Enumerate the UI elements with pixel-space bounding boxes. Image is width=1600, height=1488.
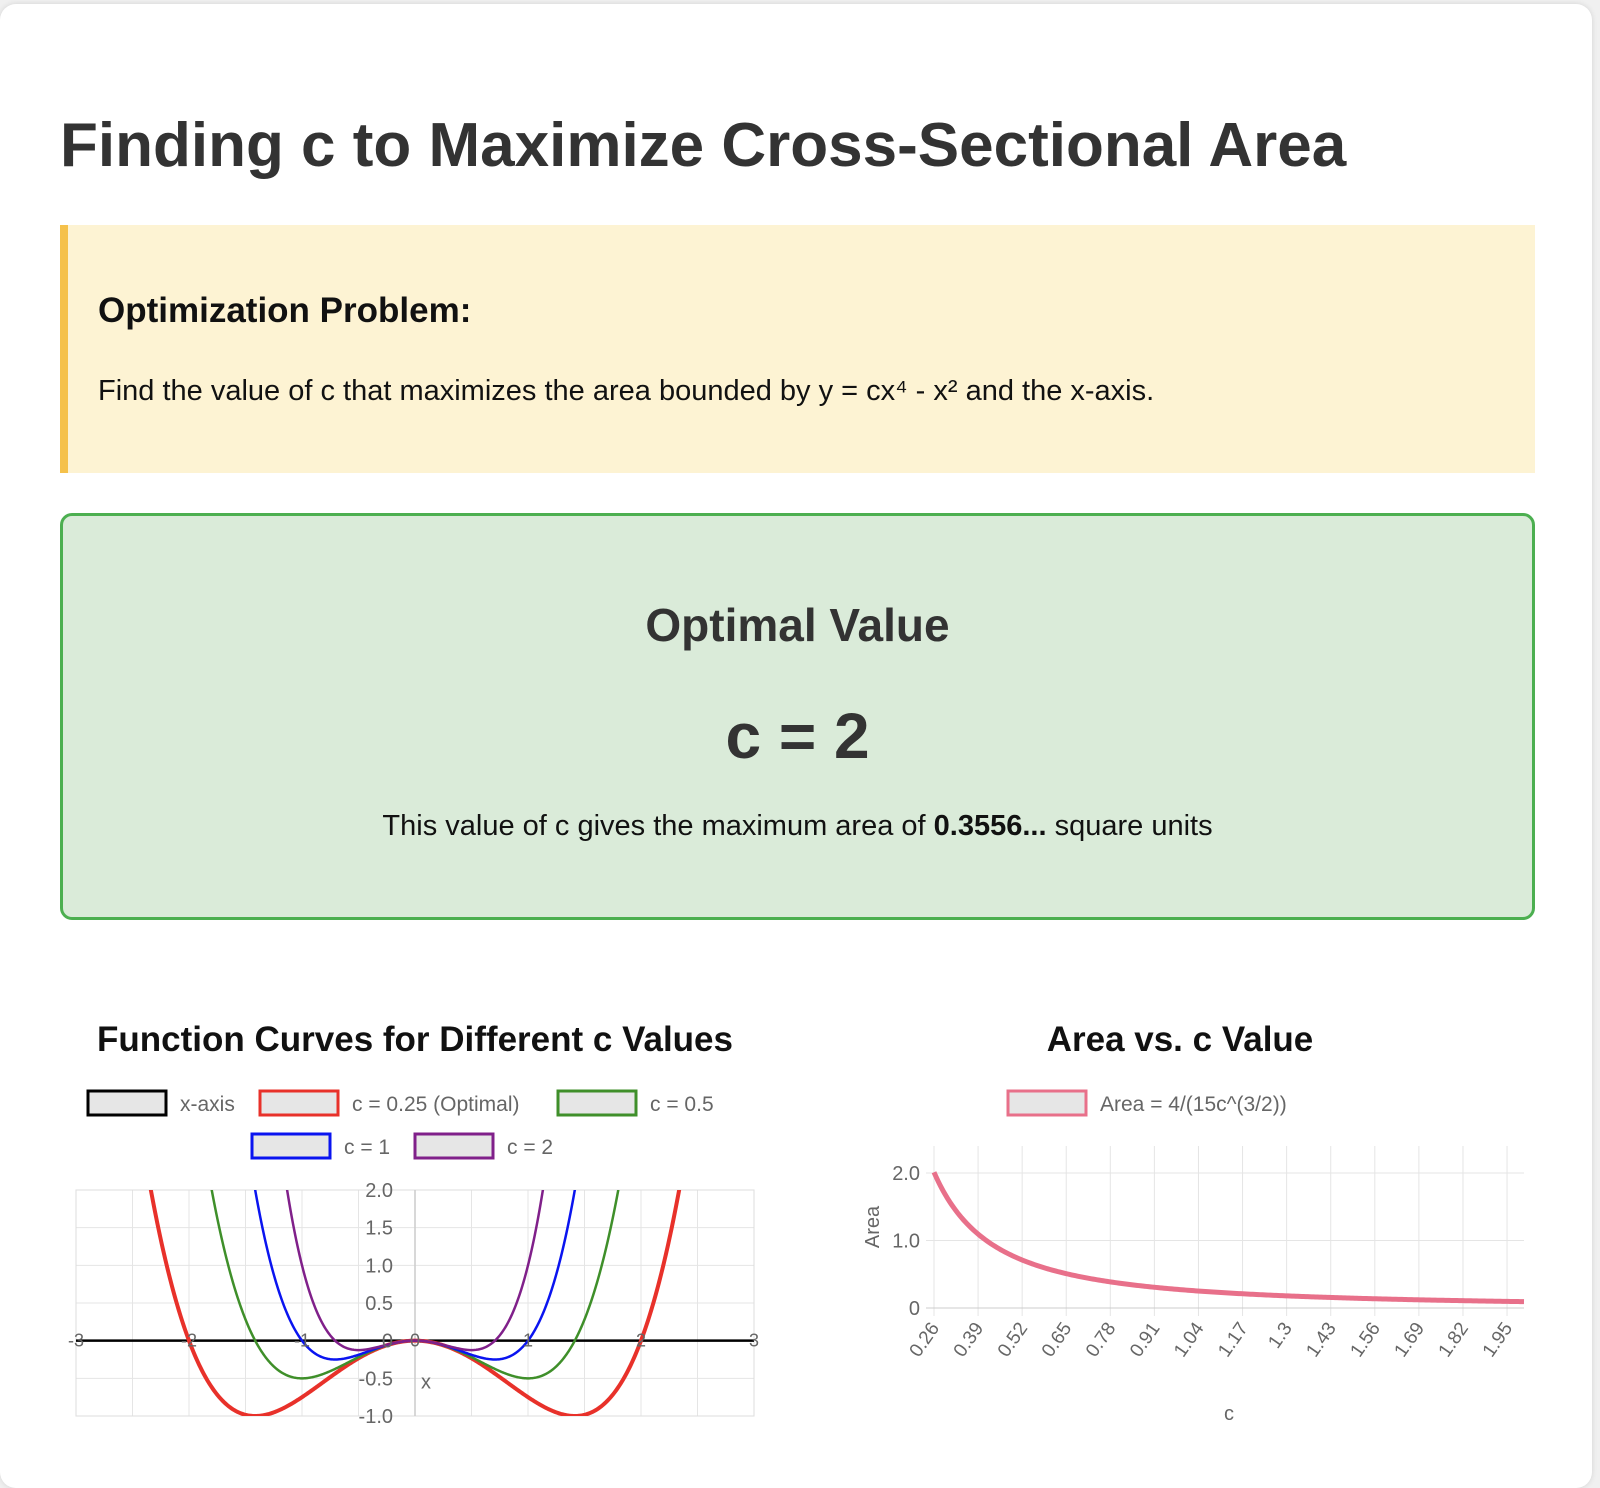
legend-label-c-1: c = 1 <box>344 1136 390 1159</box>
y-tick-label: 1.0 <box>365 1255 393 1277</box>
problem-heading: Optimization Problem: <box>98 291 472 330</box>
y-axis-title: Area <box>862 1205 884 1248</box>
legend-swatch-x-axis <box>86 1089 168 1117</box>
x-tick-label: 1.43 <box>1302 1319 1340 1361</box>
x-axis-title: c <box>1224 1403 1234 1424</box>
legend-label-x-axis: x-axis <box>180 1093 235 1116</box>
area-curve <box>931 1171 1525 1305</box>
legend-swatch-c-0-25-optimal <box>258 1089 340 1117</box>
y-tick-label: 1.0 <box>892 1231 920 1253</box>
curves-group <box>76 1190 754 1416</box>
legend-swatch-area <box>1006 1089 1088 1117</box>
y-tick-label: 2.0 <box>365 1180 393 1202</box>
problem-box: Optimization Problem: Find the value of … <box>60 225 1535 473</box>
x-tick-label: 1.17 <box>1214 1319 1252 1361</box>
function-curves-chart: -3 -2 -1 0 1 2 3 -1.0 -0.5 0 0.5 1.0 1.5 2.0 x x-axis c … <box>68 1089 759 1424</box>
legend-swatch-c-2 <box>413 1132 495 1160</box>
x-tick-label: 0.26 <box>906 1319 944 1361</box>
y-tick-label: 1.5 <box>365 1218 393 1240</box>
y-tick-label: 2.0 <box>892 1163 920 1185</box>
x-tick-label: 1.04 <box>1170 1318 1209 1361</box>
legend-label-area: Area = 4/(15c^(3/2)) <box>1100 1093 1287 1116</box>
function-curves-chart-title: Function Curves for Different c Values <box>97 1020 733 1059</box>
y-tick-label: 0 <box>382 1331 393 1353</box>
main-card: Finding c to Maximize Cross-Sectional Ar… <box>0 4 1592 1488</box>
result-heading: Optimal Value <box>645 599 950 651</box>
x-tick-label: 1.56 <box>1346 1319 1384 1361</box>
problem-text: Find the value of c that maximizes the a… <box>98 375 1155 407</box>
curve-c-2 <box>285 1190 545 1352</box>
x-tick-label: 0.65 <box>1038 1319 1076 1361</box>
result-value: c = 2 <box>725 700 870 772</box>
x-tick-label: 2 <box>636 1331 646 1351</box>
x-tick-label: -3 <box>68 1331 84 1351</box>
x-tick-label: 0.52 <box>994 1319 1032 1361</box>
x-tick-label: 3 <box>749 1331 759 1351</box>
legend-label-c-0-5: c = 0.5 <box>650 1093 714 1116</box>
legend-swatch-c-1 <box>250 1132 332 1160</box>
x-axis-title: x <box>421 1371 431 1393</box>
area-chart-title: Area vs. c Value <box>1046 1020 1314 1059</box>
result-text: This value of c gives the maximum area o… <box>63 810 1532 843</box>
result-text-after: square units <box>1046 810 1213 842</box>
x-tick-label: 0.78 <box>1082 1319 1120 1361</box>
y-tick-label: 0 <box>909 1298 920 1320</box>
x-tick-label: 1 <box>523 1331 533 1351</box>
x-tick-label: 0.91 <box>1126 1319 1164 1361</box>
legend-label-c-2: c = 2 <box>507 1136 553 1159</box>
x-tick-label: -1 <box>294 1331 310 1351</box>
x-tick-label: 1.69 <box>1391 1319 1429 1361</box>
y-tick-label: -0.5 <box>359 1368 393 1390</box>
x-tick-label: 1.95 <box>1479 1319 1517 1361</box>
result-text-before: This value of c gives the maximum area o… <box>382 810 934 842</box>
y-tick-label: 0.5 <box>365 1293 393 1315</box>
result-max-area: 0.3556... <box>933 810 1047 842</box>
x-tick-label: 0.39 <box>950 1319 988 1361</box>
y-tick-label: -1.0 <box>359 1406 393 1424</box>
x-tick-label: 0 <box>410 1331 420 1351</box>
x-tick-label: -2 <box>181 1331 197 1351</box>
legend-label-c-0-25-optimal: c = 0.25 (Optimal) <box>352 1093 519 1116</box>
result-box: Optimal Value c = 2 This value of c give… <box>60 513 1535 920</box>
page-title: Finding c to Maximize Cross-Sectional Ar… <box>60 111 1347 180</box>
x-tick-label: 1.82 <box>1435 1319 1473 1361</box>
legend-swatch-c-0-5 <box>556 1089 638 1117</box>
x-tick-label: 1.3 <box>1264 1319 1296 1353</box>
